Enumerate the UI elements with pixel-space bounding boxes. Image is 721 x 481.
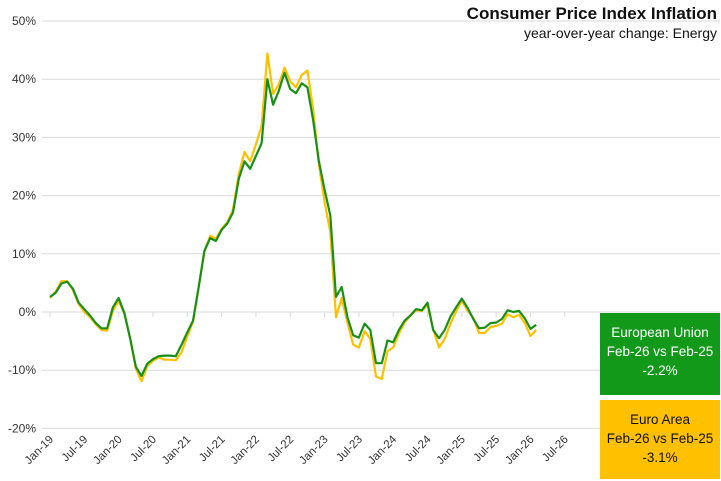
x-tick-label: Jan-23 <box>297 434 330 467</box>
x-tick-label: Jul-21 <box>197 434 228 465</box>
callout-region: European Union <box>611 325 709 340</box>
y-tick-label: -20% <box>8 421 36 435</box>
x-tick-label: Jan-21 <box>160 434 193 467</box>
y-axis-tick-labels: -20% -10% 0% 10% 20% 30% 40% 50% <box>8 14 36 435</box>
x-tick-label: Jan-24 <box>366 433 400 467</box>
y-tick-label: 20% <box>12 189 36 203</box>
x-tick-label: Jul-19 <box>60 434 91 465</box>
callout-period: Feb-26 vs Feb-25 <box>606 344 714 359</box>
x-tick-label: Jan-20 <box>91 434 124 467</box>
y-tick-label: 10% <box>12 247 36 261</box>
x-tick-label: Jul-23 <box>334 434 365 465</box>
callout-region: Euro Area <box>629 412 691 427</box>
chart-title: Consumer Price Index Inflation <box>466 4 717 23</box>
y-tick-label: 30% <box>12 130 36 144</box>
y-tick-label: 0% <box>19 305 37 319</box>
series-line-european-union <box>49 71 537 378</box>
series-lines <box>49 52 537 383</box>
gridlines <box>42 20 720 429</box>
callout-value: -2.2% <box>642 363 678 378</box>
chart-subtitle: year-over-year change: Energy <box>524 25 717 41</box>
y-tick-label: 50% <box>12 14 36 28</box>
y-tick-label: -10% <box>8 363 36 377</box>
x-axis-tick-labels: Jan-19 Jul-19 Jan-20 Jul-20 Jan-21 Jul-21 Jan-… <box>23 433 571 467</box>
series-line-euro-area <box>49 52 537 383</box>
x-tick-label: Jul-25 <box>472 434 503 465</box>
callout-period: Feb-26 vs Feb-25 <box>606 431 714 446</box>
x-tick-label: Jan-25 <box>435 434 468 467</box>
x-tick-label: Jul-24 <box>403 433 434 464</box>
eu-latest-value-callout: European Union Feb-26 vs Feb-25 -2.2% <box>600 313 720 395</box>
euro-area-latest-value-callout: Euro Area Feb-26 vs Feb-25 -3.1% <box>600 400 720 479</box>
x-tick-label: Jan-19 <box>23 434 56 467</box>
x-tick-label: Jul-20 <box>128 434 159 465</box>
x-tick-label: Jul-22 <box>266 434 297 465</box>
y-tick-label: 40% <box>12 72 36 86</box>
x-tick-label: Jul-26 <box>540 434 571 465</box>
x-tick-label: Jan-22 <box>229 434 262 467</box>
callout-value: -3.1% <box>642 450 678 465</box>
x-tick-label: Jan-26 <box>503 434 536 467</box>
